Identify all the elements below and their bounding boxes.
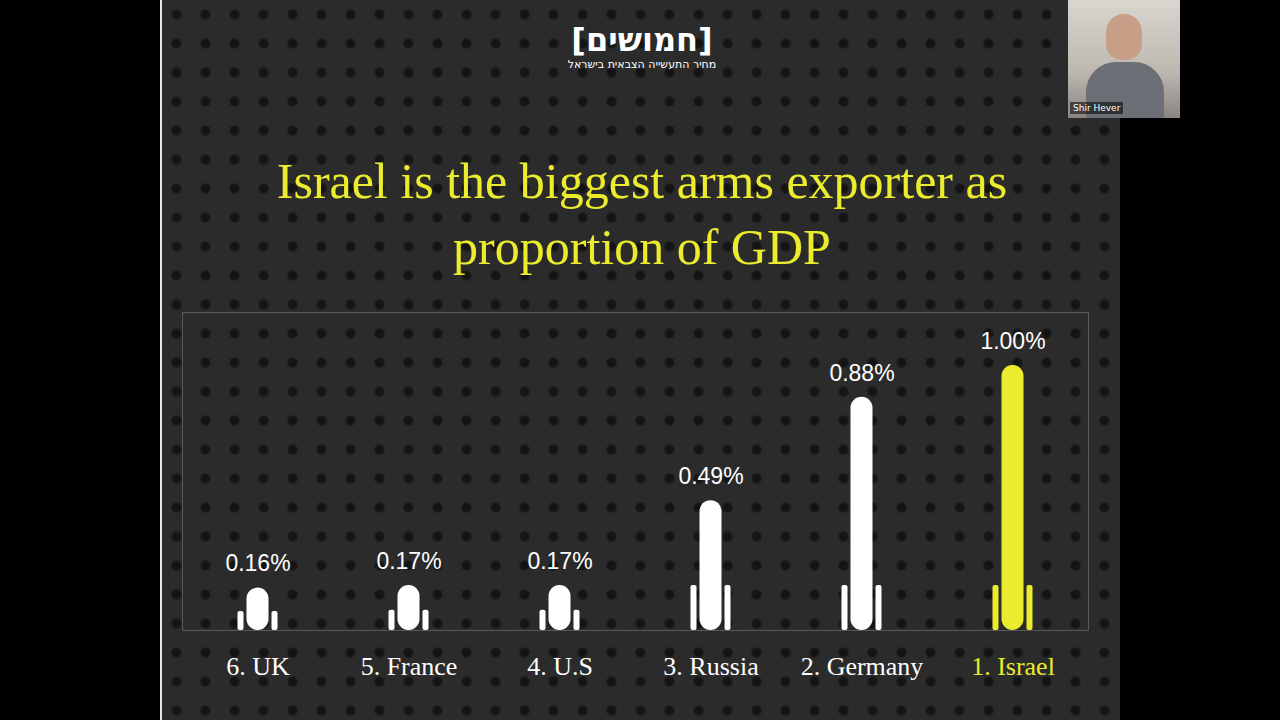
svg-text:4. U.S: 4. U.S: [527, 652, 593, 681]
svg-text:0.16%: 0.16%: [225, 550, 290, 576]
svg-text:6. UK: 6. UK: [226, 652, 290, 681]
svg-text:1. Israel: 1. Israel: [971, 652, 1055, 681]
svg-text:0.17%: 0.17%: [527, 548, 592, 574]
svg-text:2. Germany: 2. Germany: [801, 652, 924, 681]
svg-text:1.00%: 1.00%: [980, 328, 1045, 354]
svg-text:3. Russia: 3. Russia: [663, 652, 759, 681]
html-text:Shir Hever: Shir Hever: [1073, 103, 1121, 113]
svg-text:0.17%: 0.17%: [376, 548, 441, 574]
html-text:Israel is the biggest arms exp: Israel is the biggest arms exporter as p…: [276, 153, 1008, 275]
svg-text:0.49%: 0.49%: [678, 463, 743, 489]
html-text:מחיר התעשייה הצבאית בישראל: מחיר התעשייה הצבאית בישראל: [567, 58, 717, 71]
html-text:[חמושים]: [חמושים]: [571, 21, 713, 59]
svg-text:5. France: 5. France: [361, 652, 458, 681]
svg-text:0.88%: 0.88%: [829, 360, 894, 386]
